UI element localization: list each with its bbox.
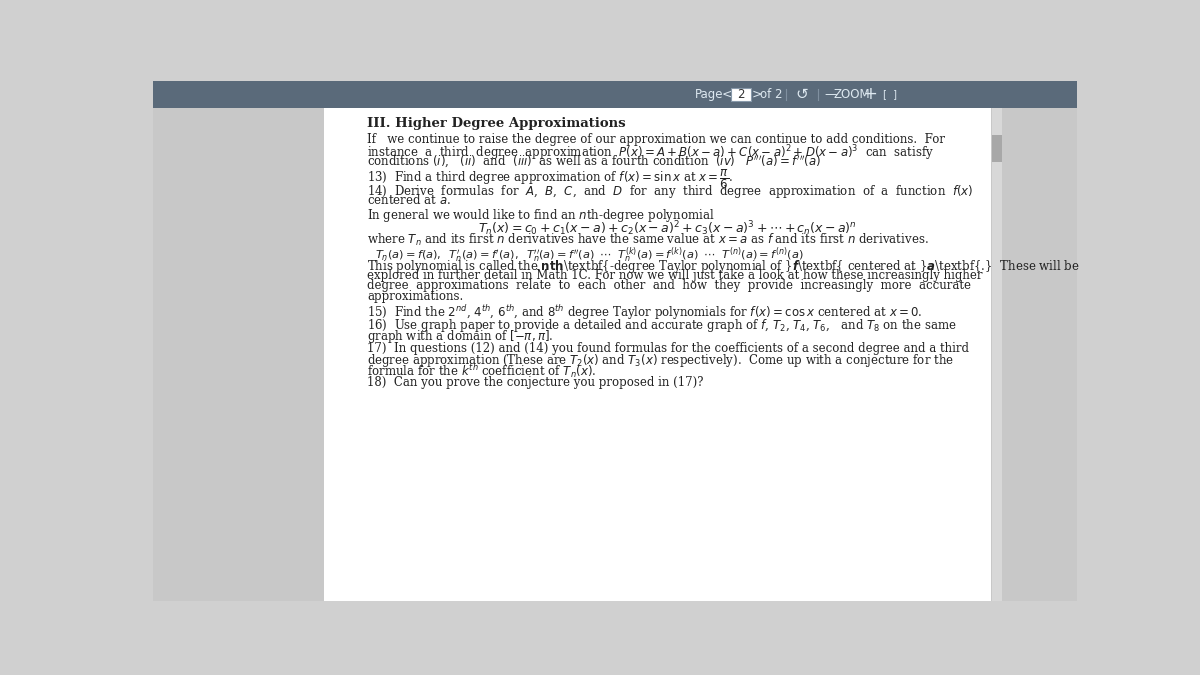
Text: 16)  Use graph paper to provide a detailed and accurate graph of $f$, $T_2$, $T_: 16) Use graph paper to provide a detaile… [367, 317, 956, 334]
Text: where $T_n$ and its first $n$ derivatives have the same value at $x = a$ as $f$ : where $T_n$ and its first $n$ derivative… [367, 232, 929, 248]
Text: +: + [864, 86, 877, 103]
Text: conditions $(i)$,   $(ii)$  and  $(iii)$  as well as a fourth condition  $(iv)$ : conditions $(i)$, $(ii)$ and $(iii)$ as … [367, 153, 822, 169]
Text: 15)  Find the $2^{nd}$, $4^{th}$, $6^{th}$, and $8^{th}$ degree Taylor polynomia: 15) Find the $2^{nd}$, $4^{th}$, $6^{th}… [367, 304, 923, 323]
Text: 2: 2 [738, 88, 745, 101]
Bar [991, 108, 1078, 601]
Text: $T_n(x) = c_0 + c_1(x - a) + c_2(x - a)^2 + c_3(x - a)^3 + \cdots + c_n(x - a)^n: $T_n(x) = c_0 + c_1(x - a) + c_2(x - a)^… [478, 219, 857, 238]
Text: 13)  Find a third degree approximation of $f(x) = \sin x$ at $x = \dfrac{\pi}{6}: 13) Find a third degree approximation of… [367, 167, 733, 191]
Bar [991, 108, 1002, 601]
Text: [  ]: [ ] [883, 90, 896, 99]
Text: —: — [824, 88, 836, 101]
Text: degree  approximations  relate  to  each  other  and  how  they  provide  increa: degree approximations relate to each oth… [367, 279, 971, 292]
Bar [154, 81, 1078, 108]
Text: III. Higher Degree Approximations: III. Higher Degree Approximations [367, 117, 625, 130]
Bar [324, 108, 991, 601]
Text: If   we continue to raise the degree of our approximation we can continue to add: If we continue to raise the degree of ou… [367, 132, 946, 146]
FancyBboxPatch shape [731, 88, 751, 101]
Text: This polynomial is called the $\mathbf{nth}$\textbf{-degree Taylor polynomial of: This polynomial is called the $\mathbf{n… [367, 259, 1080, 275]
Text: 18)  Can you prove the conjecture you proposed in (17)?: 18) Can you prove the conjecture you pro… [367, 376, 703, 389]
Text: explored in further detail in Math 1C. For now we will just take a look at how t: explored in further detail in Math 1C. F… [367, 269, 983, 282]
Text: In general we would like to find an $n$th-degree polynomial: In general we would like to find an $n$t… [367, 207, 714, 224]
Bar [992, 135, 1002, 162]
Bar [154, 108, 324, 601]
Text: of 2: of 2 [760, 88, 782, 101]
Text: 17)  In questions (12) and (14) you found formulas for the coefficients of a sec: 17) In questions (12) and (14) you found… [367, 342, 970, 354]
Text: ↺: ↺ [796, 87, 809, 102]
Text: <: < [721, 88, 732, 101]
Text: $T_n(a) = f(a), \;\; T_n'(a) = f'(a), \;\; T_n''(a) = f''(a) \;\; \cdots \;\; T_: $T_n(a) = f(a), \;\; T_n'(a) = f'(a), \;… [374, 246, 804, 265]
Text: Page: Page [695, 88, 724, 101]
Text: formula for the $k^{th}$ coefficient of $T_n(x)$.: formula for the $k^{th}$ coefficient of … [367, 362, 596, 381]
Text: instance  a  third  degree  approximation  $P(x) = A + B(x - a) + C(x - a)^2 + D: instance a third degree approximation $P… [367, 143, 934, 163]
Text: >: > [751, 88, 762, 101]
Text: graph with a domain of $[-\pi, \pi]$.: graph with a domain of $[-\pi, \pi]$. [367, 328, 553, 345]
Text: approximations.: approximations. [367, 290, 463, 302]
Text: 14)  Derive  formulas  for  $A$,  $B$,  $C$,  and  $D$  for  any  third  degree : 14) Derive formulas for $A$, $B$, $C$, a… [367, 183, 973, 200]
Text: centered at $a$.: centered at $a$. [367, 193, 451, 207]
Text: ZOOM: ZOOM [834, 88, 870, 101]
Text: degree approximation (These are $T_2(x)$ and $T_3(x)$ respectively).  Come up wi: degree approximation (These are $T_2(x)$… [367, 352, 954, 369]
